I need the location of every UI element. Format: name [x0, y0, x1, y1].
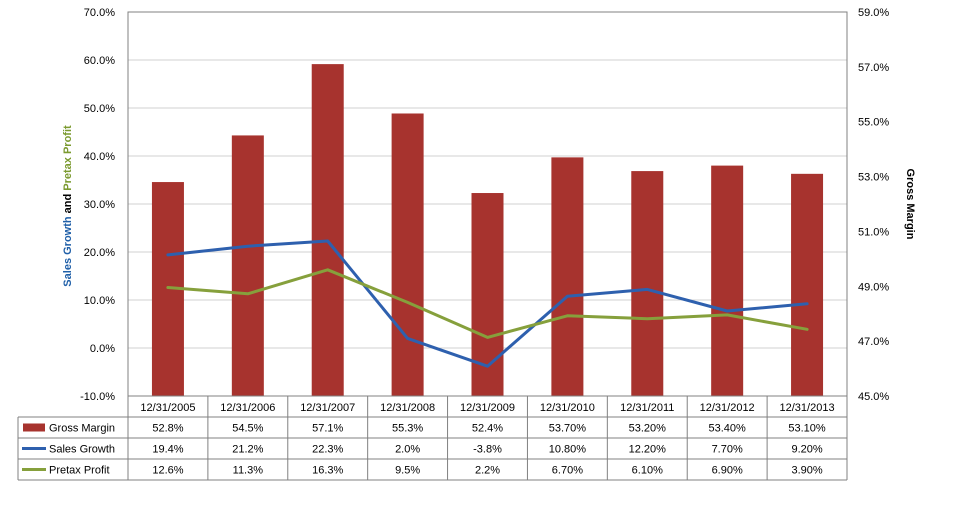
data-label: 57.1%	[312, 423, 343, 435]
left-tick-label: 70.0%	[84, 7, 115, 19]
left-tick-label: -10.0%	[80, 391, 115, 403]
data-label: 6.10%	[632, 465, 663, 477]
data-label: 12.20%	[629, 444, 667, 456]
gross-margin-bar	[711, 165, 744, 396]
right-tick-label: 55.0%	[858, 117, 889, 129]
data-label: 2.0%	[395, 444, 420, 456]
gross-margin-bars	[151, 64, 824, 396]
data-label: 6.70%	[552, 465, 583, 477]
left-axis-title-part: Sales Growth	[62, 216, 74, 287]
left-tick-label: 0.0%	[90, 343, 115, 355]
line-series	[166, 239, 809, 368]
right-tick-label: 45.0%	[858, 391, 889, 403]
data-label: 21.2%	[232, 444, 263, 456]
sales-growth-line	[166, 239, 809, 368]
left-axis-title-part: Pretax Profit	[62, 125, 74, 191]
series-name: Pretax Profit	[49, 465, 110, 477]
category-label: 12/31/2006	[220, 402, 275, 414]
data-label: 19.4%	[152, 444, 183, 456]
gross-margin-bar	[631, 171, 664, 396]
data-label: 2.2%	[475, 465, 500, 477]
left-axis-ticks: -10.0% 0.0% 10.0% 20.0% 30.0% 40.0% 50.0% 60.0%…	[80, 7, 115, 403]
data-label: 53.40%	[709, 423, 747, 435]
left-axis-title-part: and	[62, 191, 74, 217]
category-label: 12/31/2009	[460, 402, 515, 414]
left-tick-label: 50.0%	[84, 103, 115, 115]
category-label: 12/31/2005	[140, 402, 195, 414]
data-label: 11.3%	[233, 465, 264, 477]
pretax-profit-line	[166, 268, 809, 339]
data-label: 52.8%	[152, 423, 183, 435]
data-label: -3.8%	[473, 444, 502, 456]
data-label: 6.90%	[712, 465, 743, 477]
gross-margin-bar	[231, 135, 264, 396]
category-label: 12/31/2011	[620, 402, 674, 414]
series-name: Sales Growth	[49, 444, 115, 456]
left-tick-label: 40.0%	[84, 151, 115, 163]
legend-key-bar	[23, 423, 45, 432]
series-name: Gross Margin	[49, 423, 115, 435]
left-tick-label: 10.0%	[84, 295, 115, 307]
gross-margin-bar	[311, 64, 344, 396]
data-label: 7.70%	[712, 444, 743, 456]
right-tick-label: 53.0%	[858, 172, 889, 184]
left-axis-title: Sales Growth and Pretax Profit	[62, 125, 74, 287]
left-tick-label: 20.0%	[84, 247, 115, 259]
data-label: 3.90%	[791, 465, 822, 477]
data-label: 53.20%	[629, 423, 667, 435]
data-label: 10.80%	[549, 444, 587, 456]
right-tick-label: 51.0%	[858, 226, 889, 238]
right-tick-label: 47.0%	[858, 336, 889, 348]
data-label: 12.6%	[152, 465, 183, 477]
category-label: 12/31/2008	[380, 402, 435, 414]
data-label: 9.5%	[395, 465, 420, 477]
gross-margin-bar	[791, 173, 824, 396]
gross-margin-bar	[391, 113, 424, 396]
right-tick-label: 57.0%	[858, 62, 889, 74]
category-label: 12/31/2010	[540, 402, 595, 414]
data-label: 52.4%	[472, 423, 503, 435]
category-label: 12/31/2013	[780, 402, 835, 414]
data-label: 54.5%	[232, 423, 263, 435]
category-label: 12/31/2007	[300, 402, 355, 414]
right-axis-title: Gross Margin	[904, 169, 916, 240]
category-label: 12/31/2012	[700, 402, 755, 414]
data-label: 9.20%	[791, 444, 822, 456]
right-axis-ticks: 45.0% 47.0% 49.0% 51.0% 53.0% 55.0% 57.0% 59.0%	[858, 7, 889, 403]
data-label: 53.70%	[549, 423, 587, 435]
data-label: 22.3%	[312, 444, 343, 456]
left-tick-label: 30.0%	[84, 199, 115, 211]
data-label: 55.3%	[392, 423, 423, 435]
right-tick-label: 59.0%	[858, 7, 889, 19]
data-table: 12/31/2005 12/31/2006 12/31/2007 12/31/2008…	[17, 395, 848, 481]
left-tick-label: 60.0%	[84, 55, 115, 67]
right-tick-label: 49.0%	[858, 281, 889, 293]
data-label: 16.3%	[312, 465, 343, 477]
data-label: 53.10%	[788, 423, 826, 435]
gross-margin-bar	[551, 157, 584, 396]
